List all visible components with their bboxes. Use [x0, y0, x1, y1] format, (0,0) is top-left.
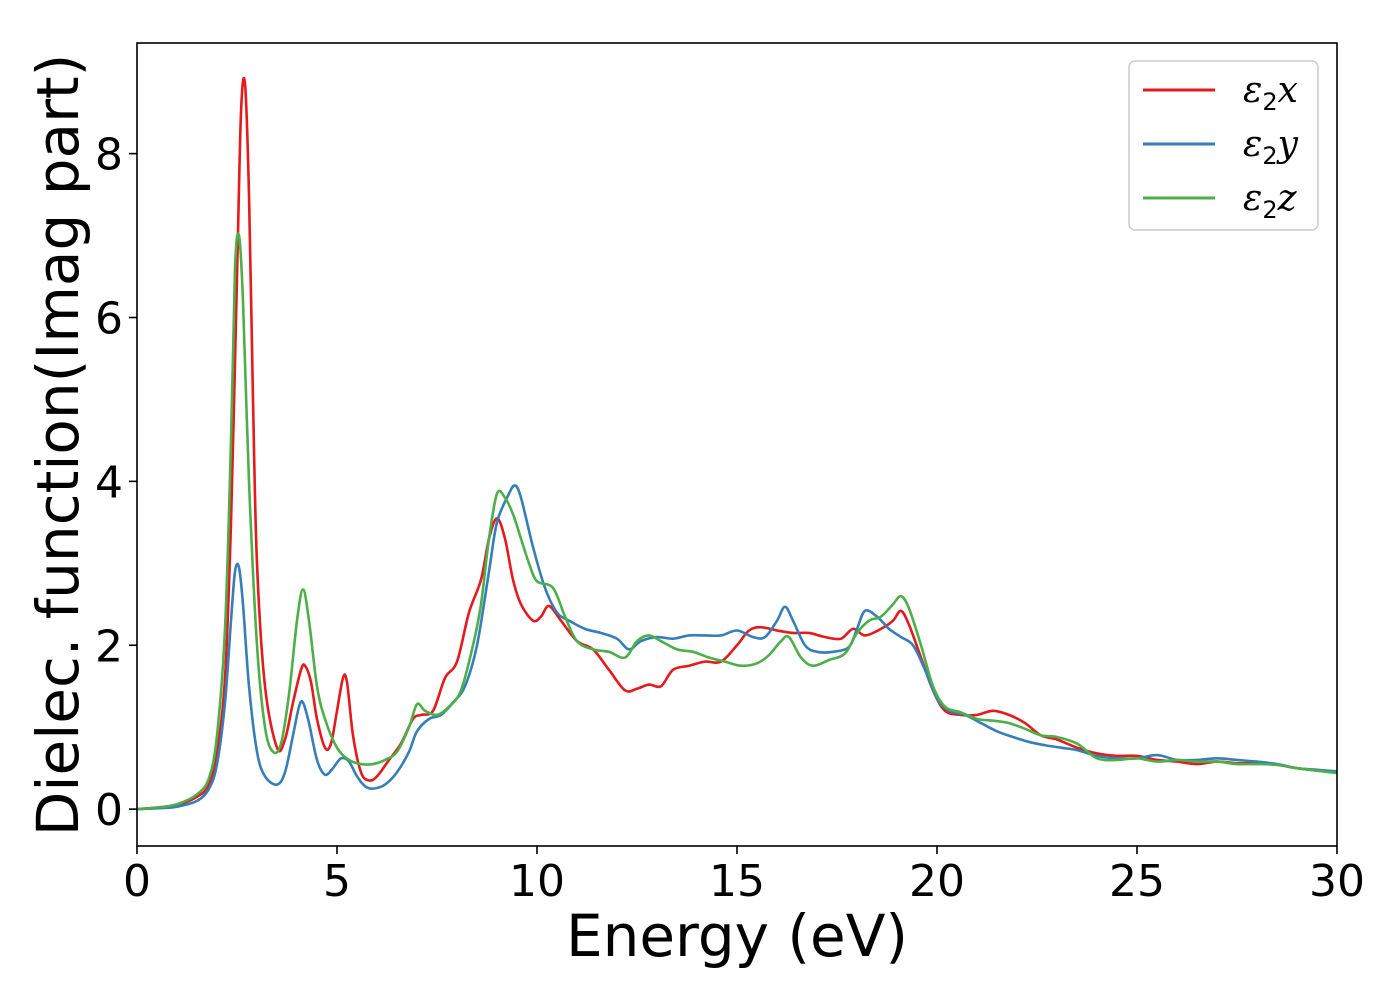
series-line-y — [137, 484, 1337, 811]
x-tick-label: 30 — [1309, 856, 1365, 907]
legend: ε2x ε2y ε2z — [1128, 60, 1319, 231]
y-axis: 0 2 4 6 8 — [95, 130, 137, 836]
series-line-x — [137, 76, 1337, 811]
x-tick-label: 25 — [1109, 856, 1165, 907]
y-tick-label: 8 — [95, 130, 123, 181]
series-line-z — [137, 232, 1337, 811]
x-axis: 0 5 10 15 20 25 30 — [123, 846, 1365, 907]
series-layer — [137, 76, 1337, 811]
y-tick-label: 6 — [95, 293, 123, 344]
y-tick-label: 0 — [95, 785, 123, 836]
x-tick-label: 10 — [509, 856, 565, 907]
x-tick-label: 0 — [123, 856, 151, 907]
x-tick-label: 20 — [909, 856, 965, 907]
y-tick-label: 2 — [95, 621, 123, 672]
x-axis-title: Energy (eV) — [566, 902, 908, 970]
x-tick-label: 15 — [709, 856, 765, 907]
legend-label-y: ε2y — [1243, 124, 1299, 170]
x-tick-label: 5 — [323, 856, 351, 907]
legend-label-x: ε2x — [1243, 70, 1298, 116]
y-axis-title: Dielec. function(Imag part) — [24, 54, 92, 837]
y-tick-label: 4 — [95, 457, 123, 508]
legend-frame — [1128, 60, 1319, 231]
legend-label-z: ε2z — [1243, 178, 1298, 224]
